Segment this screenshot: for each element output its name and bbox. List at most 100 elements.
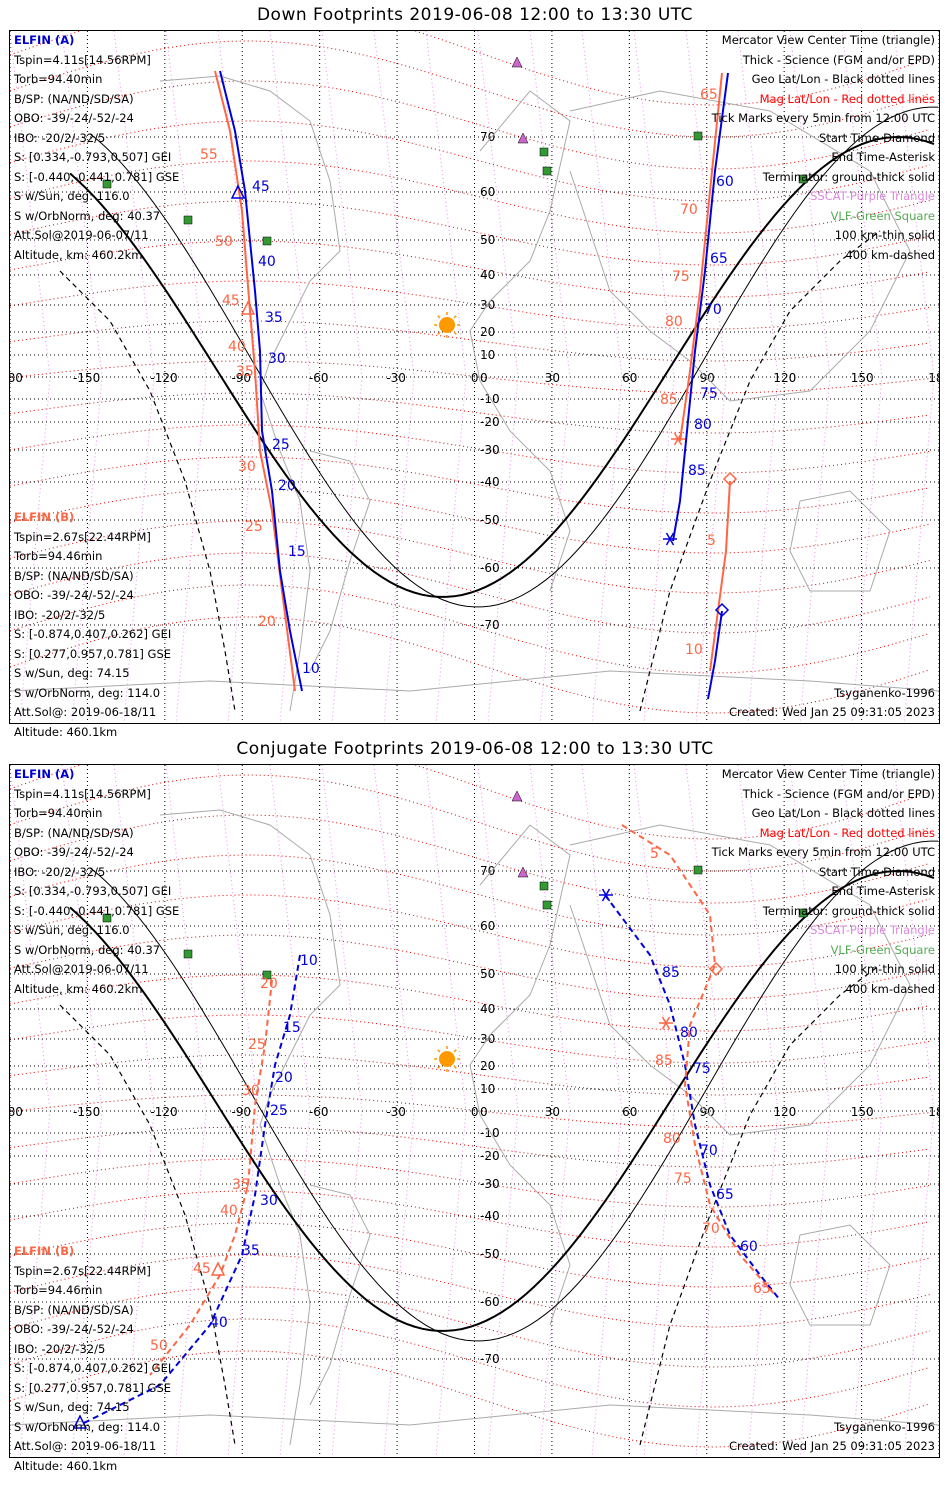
- vlf-square-icon: [183, 215, 193, 225]
- panel-title-conjugate: Conjugate Footprints 2019-06-08 12:00 to…: [236, 739, 714, 759]
- lon-tick-label: -120: [150, 371, 177, 385]
- lat-tick-label: 20: [480, 1059, 495, 1073]
- param-line: Altitude, km: 460.2km: [14, 247, 143, 262]
- param-line: Tspin=2.67s[22.44RPM]: [14, 1263, 151, 1278]
- param-line: IBO: -20/2/-32/5: [14, 607, 106, 622]
- mag-lat-line: [10, 31, 931, 106]
- elfin-a-track-east-tick-label: 80: [694, 417, 712, 433]
- elfin-b-conj-west-tick-label: 45: [193, 1261, 211, 1277]
- map-canvas-conjugate: 70605040302010-10-20-30-40-50-60-70-180-…: [10, 765, 939, 1457]
- start-diamond-icon: [722, 471, 738, 487]
- legend: Mercator View Center Time (triangle) Thic…: [712, 765, 935, 999]
- lon-tick-label: 180: [928, 371, 939, 385]
- end-asterisk-icon: [665, 532, 675, 546]
- vlf-square-icon: [693, 131, 703, 141]
- end-asterisk-icon: [601, 888, 611, 902]
- elfin-b-params: Tspin=2.67s[22.44RPM] Torb=94.46min B/SP: …: [14, 528, 171, 743]
- elfin-a-conj-west-tick-label: 15: [283, 1020, 301, 1036]
- param-line: Torb=94.40min: [14, 806, 103, 820]
- lon-tick-label: -150: [73, 1105, 100, 1119]
- elfin-b-conj-west: [149, 979, 273, 1376]
- elfin-b-track-west-tick-label: 40: [228, 339, 246, 355]
- sun-ray: [453, 315, 457, 319]
- lat-tick-label: 60: [480, 919, 495, 933]
- elfin-a-conj-east-tick-label: 70: [700, 1143, 718, 1159]
- elfin-a-track-west-tick-label: 10: [302, 661, 320, 677]
- mag-lat-line: [10, 456, 931, 514]
- lat-tick-label: -70: [480, 1352, 500, 1366]
- terminator-line: [69, 136, 935, 598]
- lon-tick-label: 60: [622, 371, 637, 385]
- lon-tick-label: 150: [851, 1105, 874, 1119]
- elfin-a-track-east-tick-label: 85: [688, 463, 706, 479]
- legend-item: Geo Lat/Lon - Black dotted lines: [751, 806, 935, 820]
- param-line: S: [0.277,0.957,0.781] GSE: [14, 1380, 172, 1395]
- sun-ray: [437, 331, 441, 335]
- param-line: S w/Sun, deg: 116.0: [14, 189, 130, 203]
- sscat-triangle-icon: [511, 790, 523, 802]
- vlf-square-icon: [798, 908, 808, 918]
- vlf-square-icon: [542, 166, 552, 176]
- elfin-b-conj-east-tick-label: 65: [753, 1281, 771, 1297]
- lat-tick-label: -40: [480, 1209, 500, 1223]
- lat-tick-label: 70: [480, 864, 495, 878]
- elfin-a-conj-west: [79, 954, 301, 1426]
- sun-ray: [453, 1049, 457, 1053]
- sun-icon: [439, 317, 455, 333]
- lon-tick-label: -30: [386, 1105, 406, 1119]
- vlf-square-icon: [262, 970, 272, 980]
- elfin-b-conj-west-tick-label: 30: [242, 1083, 260, 1099]
- sun-icon: [439, 1051, 455, 1067]
- coastline: [469, 90, 571, 592]
- lon-tick-label: 120: [773, 1105, 796, 1119]
- elfin-b-conj-east-tick-label: 70: [702, 1221, 720, 1237]
- elfin-a-track-west-tick-label: 30: [268, 351, 286, 367]
- created-timestamp: Created: Wed Jan 25 09:31:05 2023: [728, 1439, 935, 1453]
- map-panel-conjugate[interactable]: 70605040302010-10-20-30-40-50-60-70-180-…: [9, 764, 940, 1473]
- mag-lat-line: [10, 1286, 931, 1368]
- legend-item: Start Time-Diamond: [819, 864, 935, 879]
- lat-tick-label: 60: [480, 185, 495, 199]
- elfin-b-track-west: [214, 70, 296, 692]
- param-line: B/SP: (NA/ND/SD/SA): [14, 825, 134, 840]
- param-line: Tspin=4.11s[14.56RPM]: [14, 52, 151, 67]
- terminator-100km: [89, 840, 938, 1342]
- panel-title-down: Down Footprints 2019-06-08 12:00 to 13:3…: [256, 5, 694, 25]
- start-diamond-icon: [708, 961, 724, 977]
- param-line: S: [-0.440,-0.441,0.781] GSE: [14, 903, 180, 918]
- param-line: Att.Sol@2019-06-07/11: [14, 228, 149, 242]
- elfin-b-conj-east-tick-label: 75: [674, 1171, 692, 1187]
- elfin-b-conj-east: [621, 824, 776, 1296]
- map-panel-down[interactable]: 70605040302010-10-20-30-40-50-60-70-180-…: [9, 30, 940, 739]
- sun-ray: [437, 1049, 441, 1053]
- elfin-a-track-west-tick-label: 20: [278, 478, 296, 494]
- model-label: Tsyganenko-1996: [834, 1420, 935, 1434]
- vlf-square-icon: [183, 949, 193, 959]
- elfin-b-track-west-tick-label: 30: [238, 459, 256, 475]
- vlf-square-icon: [798, 174, 808, 184]
- param-line: IBO: -20/2/-32/5: [14, 1341, 106, 1356]
- lat-tick-label: -10: [480, 392, 500, 406]
- lon-tick-label: -90: [231, 371, 251, 385]
- elfin-b-track-east-tick-label: 70: [680, 202, 698, 218]
- terminator-line: [69, 870, 935, 1332]
- lat-tick-label: -60: [480, 561, 500, 575]
- lon-tick-label: 0: [471, 1105, 479, 1119]
- legend-item: Terminator: ground-thick solid: [762, 903, 935, 918]
- coastline: [309, 450, 371, 672]
- param-line: Att.Sol@: 2019-06-18/11: [14, 705, 157, 719]
- elfin-b-conj-east-tick-label: 5: [650, 846, 659, 862]
- vlf-square-icon: [102, 913, 112, 923]
- vlf-square-icon: [539, 147, 549, 157]
- param-line: IBO: -20/2/-32/5: [14, 130, 106, 145]
- lat-tick-label: 40: [480, 268, 495, 282]
- legend-item: Thick - Science (FGM and/or EPD): [742, 52, 935, 67]
- coastline: [569, 90, 911, 402]
- param-line: Torb=94.46min: [14, 1283, 103, 1297]
- legend-item: 400 km-dashed: [845, 981, 935, 996]
- elfin-a-conj-east-tick-label: 85: [662, 965, 680, 981]
- elfin-a-conj-east: [604, 894, 781, 1301]
- lon-tick-label: -60: [309, 1105, 329, 1119]
- elfin-a-label: ELFIN (A): [14, 33, 75, 47]
- mag-lat-line: [10, 1190, 931, 1248]
